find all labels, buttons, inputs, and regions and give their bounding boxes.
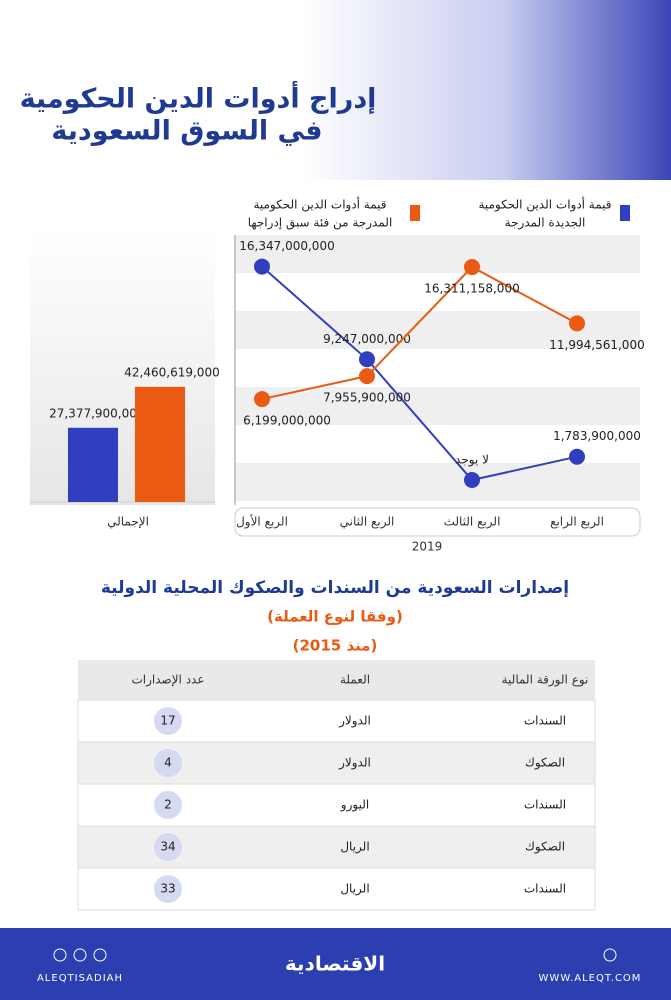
grid-band <box>235 273 640 311</box>
table-header-bg <box>78 660 595 700</box>
icon <box>73 948 87 962</box>
table-cell: 33 <box>160 882 175 896</box>
table-cell: الريال <box>340 840 369 855</box>
table-cell: 4 <box>164 756 172 770</box>
table-cell: اليورو <box>340 798 369 813</box>
point <box>569 448 585 465</box>
grid-band <box>235 387 640 425</box>
footer-brand: الاقتصادية <box>285 952 385 976</box>
icon <box>603 948 617 962</box>
grid-band <box>235 349 640 387</box>
legend-swatch <box>410 205 420 221</box>
table-header: نوع الورقة المالية <box>502 673 589 688</box>
value-label: لا يوجد <box>455 453 489 468</box>
legend-swatch <box>620 205 630 221</box>
legend-label: قيمة أدوات الدين الحكومية <box>478 197 611 213</box>
bar <box>68 427 118 502</box>
table-cell: السندات <box>524 798 566 812</box>
count-badge <box>154 875 182 903</box>
icon <box>53 948 67 962</box>
table-cell: السندات <box>524 714 566 728</box>
table-subtitle: (وفقا لنوع العملة) <box>267 608 403 626</box>
line <box>261 265 578 482</box>
count-badge <box>154 833 182 861</box>
table-cell: 2 <box>164 798 172 812</box>
x-tick-label: الإجمالي <box>107 515 149 529</box>
grid-band <box>235 463 640 501</box>
x-tick-label: الربع الثالث <box>444 515 501 530</box>
table-row-bg <box>77 699 596 743</box>
value-label: 7,955,900,000 <box>323 391 411 405</box>
x-axis-label: 2019 <box>412 540 443 554</box>
table-cell: 34 <box>160 840 175 854</box>
x-tick-label: الربع الرابع <box>550 515 604 530</box>
table-cell: الدولار <box>338 714 371 729</box>
point <box>359 351 375 368</box>
legend-label: الجديدة المدرجة <box>505 216 586 231</box>
header-bg <box>0 0 671 180</box>
value-label: 42,460,619,000 <box>124 365 219 379</box>
x-tick-label: الربع الثاني <box>340 515 395 530</box>
category-axis <box>234 507 641 537</box>
table-cell: الدولار <box>338 756 371 771</box>
value-label: 16,311,158,000 <box>424 282 519 296</box>
icon <box>93 948 107 962</box>
value-label: 16,347,000,000 <box>239 239 334 253</box>
point <box>254 391 270 408</box>
footer-url: WWW.ALEQT.COM <box>539 973 642 984</box>
count-badge <box>154 707 182 735</box>
value-label: 27,377,900,00 <box>49 406 137 420</box>
footer-bg <box>0 928 671 1000</box>
legend-label: قيمة أدوات الدين الحكومية <box>253 197 386 213</box>
line <box>261 265 578 401</box>
point <box>254 258 270 275</box>
point <box>569 315 585 332</box>
value-label: 11,994,561,000 <box>549 338 644 352</box>
point <box>359 368 375 385</box>
table-header: العملة <box>340 673 370 687</box>
table-cell: الصكوك <box>525 840 565 855</box>
bar <box>135 386 185 502</box>
point <box>464 259 480 276</box>
value-label: 1,783,900,000 <box>553 429 641 443</box>
legend-label: المدرجة من فئة سبق إدراجها <box>248 216 393 231</box>
grid-band <box>235 235 640 273</box>
table-cell: 17 <box>160 714 175 728</box>
footer-handle: ALEQTISADIAH <box>37 973 123 984</box>
table-cell: السندات <box>524 882 566 896</box>
count-badge <box>154 791 182 819</box>
table-cell: الريال <box>340 882 369 897</box>
x-tick-label: الربع الأول <box>236 514 288 530</box>
count-badge <box>154 749 182 777</box>
table-subtitle: (منذ 2015) <box>293 637 378 655</box>
table-cell: الصكوك <box>525 756 565 771</box>
table-title: إصدارات السعودية من السندات والصكوك المح… <box>101 578 569 598</box>
title: في السوق السعودية <box>51 116 322 147</box>
title: إدراج أدوات الدين الحكومية <box>20 81 377 115</box>
value-label: 6,199,000,000 <box>243 414 331 428</box>
table-header: عدد الإصدارات <box>131 673 204 688</box>
value-label: 9,247,000,000 <box>323 332 411 346</box>
point <box>464 472 480 488</box>
